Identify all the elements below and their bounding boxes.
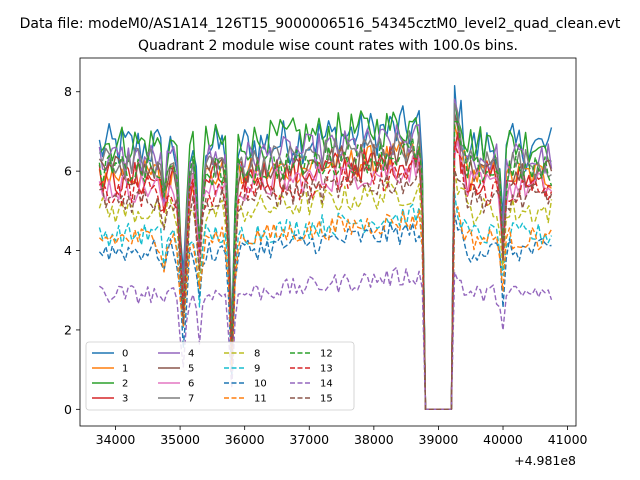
legend-box (85, 341, 355, 411)
x-tick-label: 35000 (160, 432, 200, 447)
y-tick-label: 6 (64, 164, 72, 179)
series-line-13 (98, 141, 553, 410)
y-tick-label: 4 (64, 243, 72, 258)
axes-frame (79, 57, 577, 427)
series-line-6 (98, 140, 552, 410)
series-line-11 (98, 206, 553, 410)
legend-label-11: 11 (254, 394, 267, 405)
plot-area (79, 57, 577, 427)
series-line-8 (98, 165, 553, 410)
legend-label-7: 7 (188, 394, 194, 405)
y-tick-label: 0 (64, 402, 72, 417)
y-tick-label: 8 (64, 84, 72, 99)
legend-label-14: 14 (320, 379, 333, 390)
legend-label-6: 6 (188, 379, 194, 390)
x-tick-label: 34000 (96, 432, 136, 447)
legend-label-12: 12 (320, 349, 333, 360)
legend-label-4: 4 (188, 349, 194, 360)
legend-label-13: 13 (320, 364, 333, 375)
series-line-12 (98, 120, 553, 410)
legend-label-15: 15 (320, 394, 333, 405)
x-tick-label: 40000 (483, 432, 523, 447)
series-line-9 (98, 192, 553, 410)
x-offset-label: +4.981e8 (514, 453, 576, 468)
y-axis: 0 2 4 6 8 (64, 84, 80, 417)
x-axis: 34000 35000 36000 37000 38000 39000 40000 41000 (96, 426, 588, 447)
series-group (98, 85, 553, 410)
series-line-10 (98, 212, 552, 410)
x-tick-label: 38000 (354, 432, 394, 447)
legend-label-10: 10 (254, 379, 267, 390)
legend-label-9: 9 (254, 364, 260, 375)
x-tick-label: 36000 (225, 432, 265, 447)
x-tick-label: 39000 (419, 432, 459, 447)
y-tick-label: 2 (64, 322, 72, 337)
legend-label-2: 2 (122, 379, 128, 390)
chart-suptitle: Data file: modeM0/AS1A14_126T15_90000065… (20, 16, 621, 32)
legend-label-5: 5 (188, 364, 194, 375)
series-line-2 (98, 98, 552, 410)
legend-label-8: 8 (254, 349, 260, 360)
x-tick-label: 41000 (548, 432, 588, 447)
legend-label-0: 0 (122, 349, 128, 360)
series-line-14 (99, 266, 553, 410)
legend-label-1: 1 (122, 364, 128, 375)
chart-title: Quadrant 2 module wise count rates with … (138, 38, 518, 54)
x-tick-label: 37000 (289, 432, 329, 447)
legend-label-3: 3 (122, 394, 128, 405)
